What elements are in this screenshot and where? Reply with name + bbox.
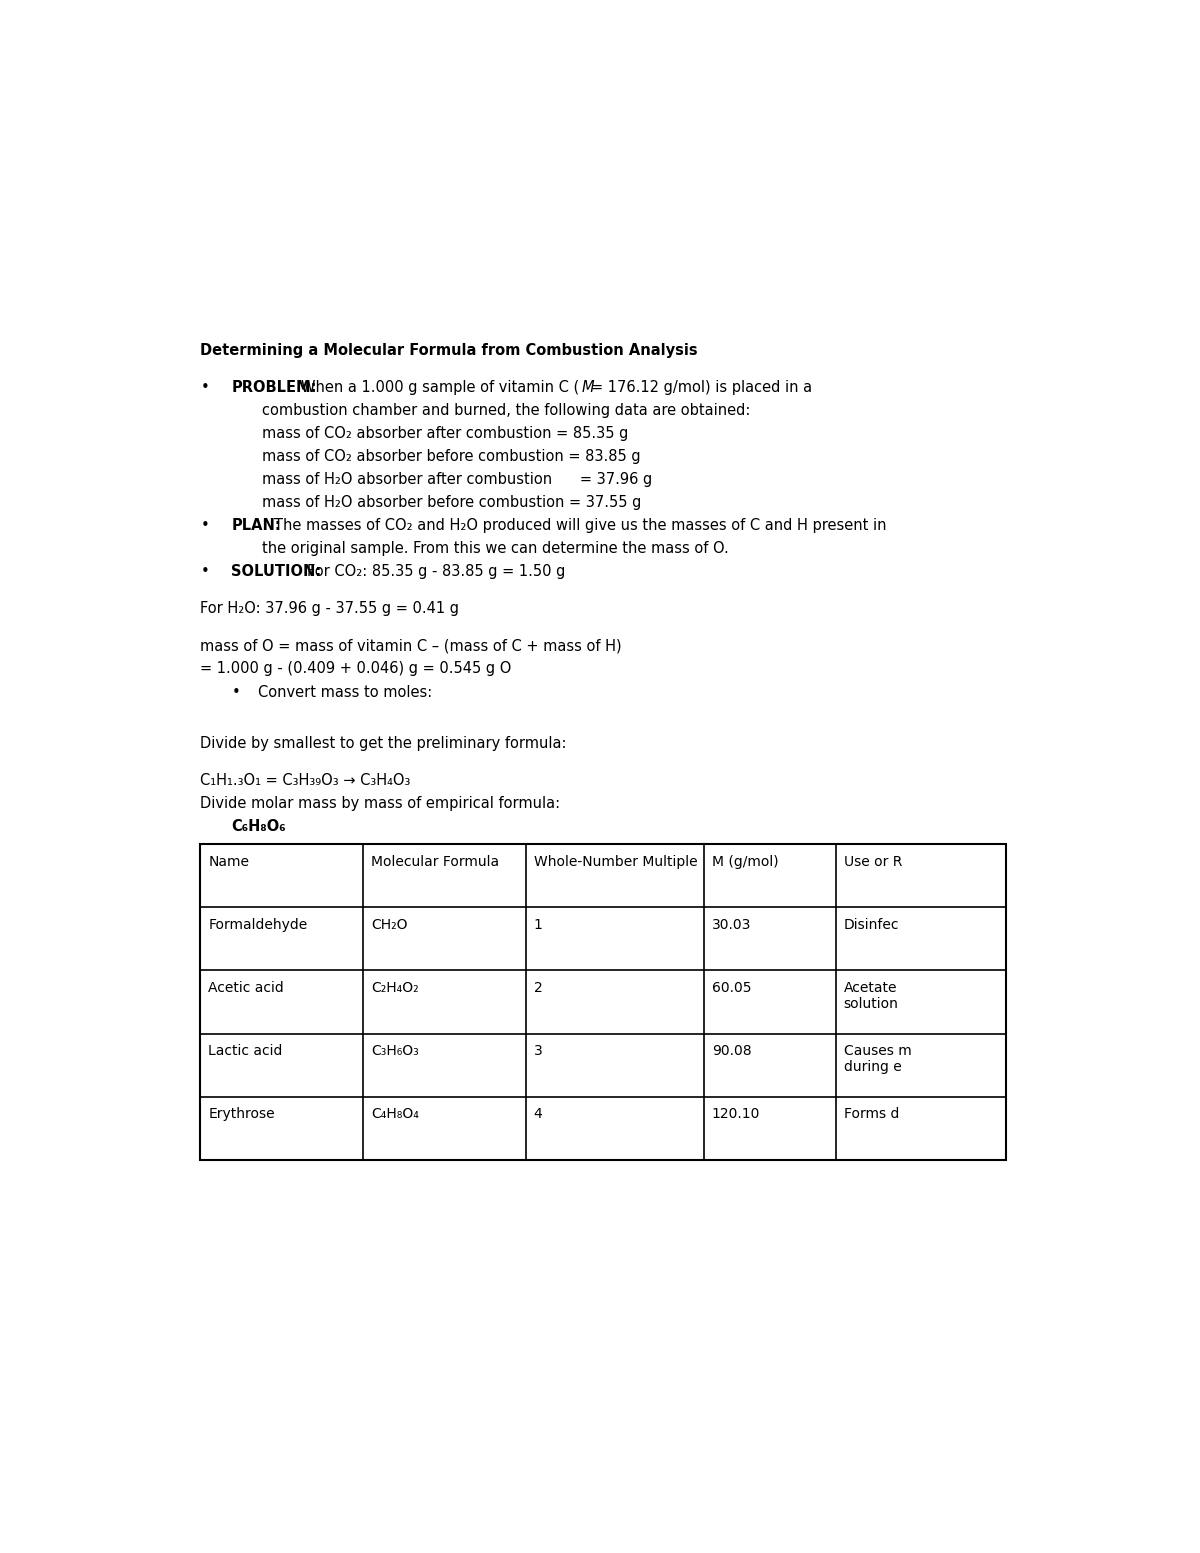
Text: C₁H₁.₃O₁ = C₃H₃₉O₃ → C₃H₄O₃: C₁H₁.₃O₁ = C₃H₃₉O₃ → C₃H₄O₃: [200, 773, 410, 789]
Text: •: •: [200, 519, 209, 533]
Text: Erythrose: Erythrose: [208, 1107, 275, 1121]
Text: = 1.000 g - (0.409 + 0.046) g = 0.545 g O: = 1.000 g - (0.409 + 0.046) g = 0.545 g …: [200, 662, 511, 677]
Text: Convert mass to moles:: Convert mass to moles:: [258, 685, 433, 699]
Text: C₆H₈O₆: C₆H₈O₆: [232, 820, 286, 834]
Text: PROBLEM:: PROBLEM:: [232, 379, 317, 394]
Text: mass of H₂O absorber before combustion = 37.55 g: mass of H₂O absorber before combustion =…: [263, 495, 642, 509]
Text: combustion chamber and burned, the following data are obtained:: combustion chamber and burned, the follo…: [263, 402, 751, 418]
Text: Divide molar mass by mass of empirical formula:: Divide molar mass by mass of empirical f…: [200, 797, 560, 811]
Text: •: •: [232, 685, 240, 699]
Text: C₄H₈O₄: C₄H₈O₄: [371, 1107, 419, 1121]
Text: Determining a Molecular Formula from Combustion Analysis: Determining a Molecular Formula from Com…: [200, 343, 698, 357]
Text: CH₂O: CH₂O: [371, 918, 407, 932]
Text: •: •: [200, 379, 209, 394]
Text: mass of O = mass of vitamin C – (mass of C + mass of H): mass of O = mass of vitamin C – (mass of…: [200, 638, 622, 654]
Text: = 176.12 g/mol) is placed in a: = 176.12 g/mol) is placed in a: [590, 379, 811, 394]
Text: For H₂O: 37.96 g - 37.55 g = 0.41 g: For H₂O: 37.96 g - 37.55 g = 0.41 g: [200, 601, 460, 617]
Text: PLAN:: PLAN:: [232, 519, 281, 533]
Text: mass of CO₂ absorber after combustion = 85.35 g: mass of CO₂ absorber after combustion = …: [263, 426, 629, 441]
Text: 90.08: 90.08: [712, 1044, 751, 1058]
Text: Whole-Number Multiple: Whole-Number Multiple: [534, 854, 697, 868]
Text: 30.03: 30.03: [712, 918, 751, 932]
Text: mass of CO₂ absorber before combustion = 83.85 g: mass of CO₂ absorber before combustion =…: [263, 449, 641, 464]
Text: M (g/mol): M (g/mol): [712, 854, 779, 868]
Text: mass of H₂O absorber after combustion      = 37.96 g: mass of H₂O absorber after combustion = …: [263, 472, 653, 488]
Text: Acetate
solution: Acetate solution: [844, 981, 899, 1011]
Text: Causes m
during e: Causes m during e: [844, 1044, 911, 1075]
Text: Divide by smallest to get the preliminary formula:: Divide by smallest to get the preliminar…: [200, 736, 566, 752]
Text: Lactic acid: Lactic acid: [208, 1044, 282, 1058]
Text: When a 1.000 g sample of vitamin C (: When a 1.000 g sample of vitamin C (: [301, 379, 580, 394]
Text: Formaldehyde: Formaldehyde: [208, 918, 307, 932]
Bar: [200, 845, 1007, 1160]
Text: Use or R: Use or R: [844, 854, 902, 868]
Text: 4: 4: [534, 1107, 542, 1121]
Text: •: •: [200, 564, 209, 579]
Text: 60.05: 60.05: [712, 981, 751, 995]
Text: The masses of CO₂ and H₂O produced will give us the masses of C and H present in: The masses of CO₂ and H₂O produced will …: [274, 519, 887, 533]
Text: SOLUTION:: SOLUTION:: [232, 564, 322, 579]
Text: Molecular Formula: Molecular Formula: [371, 854, 499, 868]
Text: M: M: [582, 379, 594, 394]
Text: Name: Name: [208, 854, 250, 868]
Text: the original sample. From this we can determine the mass of O.: the original sample. From this we can de…: [263, 542, 730, 556]
Text: Acetic acid: Acetic acid: [208, 981, 284, 995]
Text: 2: 2: [534, 981, 542, 995]
Text: 120.10: 120.10: [712, 1107, 761, 1121]
Text: Forms d: Forms d: [844, 1107, 899, 1121]
Text: For CO₂: 85.35 g - 83.85 g = 1.50 g: For CO₂: 85.35 g - 83.85 g = 1.50 g: [307, 564, 565, 579]
Text: C₃H₆O₃: C₃H₆O₃: [371, 1044, 419, 1058]
Text: C₂H₄O₂: C₂H₄O₂: [371, 981, 419, 995]
Text: 1: 1: [534, 918, 542, 932]
Text: 3: 3: [534, 1044, 542, 1058]
Text: Disinfec: Disinfec: [844, 918, 899, 932]
